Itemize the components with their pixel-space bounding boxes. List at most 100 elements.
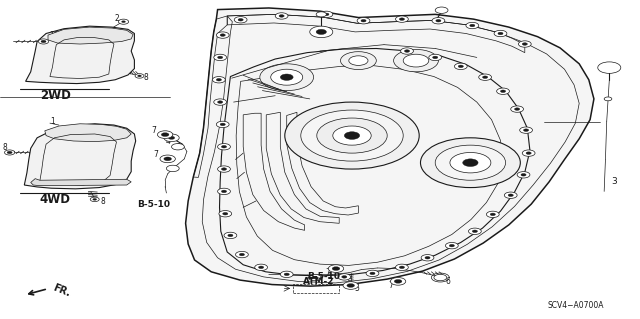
Circle shape xyxy=(90,197,99,202)
Text: 1: 1 xyxy=(50,117,55,126)
Circle shape xyxy=(220,123,225,126)
Circle shape xyxy=(466,22,479,29)
Circle shape xyxy=(166,165,179,172)
Text: 7: 7 xyxy=(325,268,330,277)
Circle shape xyxy=(255,264,268,271)
Circle shape xyxy=(301,110,403,161)
Circle shape xyxy=(218,101,223,103)
Circle shape xyxy=(450,152,491,173)
Circle shape xyxy=(164,134,179,142)
Circle shape xyxy=(160,155,175,163)
Circle shape xyxy=(280,74,293,80)
Circle shape xyxy=(344,132,360,139)
Circle shape xyxy=(343,282,358,289)
Text: 7: 7 xyxy=(388,281,393,290)
Polygon shape xyxy=(24,124,136,189)
Circle shape xyxy=(435,145,506,180)
Text: ATM-2: ATM-2 xyxy=(303,277,335,286)
Circle shape xyxy=(604,97,612,101)
Text: B-5-10: B-5-10 xyxy=(137,200,170,209)
Circle shape xyxy=(135,74,144,78)
Circle shape xyxy=(214,54,227,61)
Text: 8: 8 xyxy=(143,73,148,82)
Circle shape xyxy=(38,39,49,44)
Circle shape xyxy=(118,19,129,24)
Text: SCV4−A0700A: SCV4−A0700A xyxy=(548,301,604,310)
Circle shape xyxy=(517,172,530,178)
Circle shape xyxy=(347,284,355,287)
Circle shape xyxy=(434,274,447,281)
Circle shape xyxy=(486,211,499,218)
Polygon shape xyxy=(26,26,134,84)
Circle shape xyxy=(275,13,288,19)
Circle shape xyxy=(449,244,454,247)
Polygon shape xyxy=(186,8,594,286)
Circle shape xyxy=(515,108,520,110)
Circle shape xyxy=(468,228,481,234)
Circle shape xyxy=(401,48,413,54)
Circle shape xyxy=(399,266,404,269)
Circle shape xyxy=(216,32,229,38)
Circle shape xyxy=(279,15,284,17)
Text: 7: 7 xyxy=(151,126,156,135)
Circle shape xyxy=(520,127,532,133)
Circle shape xyxy=(221,168,227,170)
Circle shape xyxy=(164,157,172,161)
Bar xyxy=(293,284,339,293)
Circle shape xyxy=(157,131,173,138)
Circle shape xyxy=(338,274,351,280)
Circle shape xyxy=(458,65,463,68)
Circle shape xyxy=(138,75,141,77)
Circle shape xyxy=(218,166,230,172)
Circle shape xyxy=(366,270,379,277)
Circle shape xyxy=(312,276,317,279)
Circle shape xyxy=(168,136,175,139)
Circle shape xyxy=(223,212,228,215)
Circle shape xyxy=(390,278,406,285)
Circle shape xyxy=(396,16,408,22)
Circle shape xyxy=(316,12,326,17)
Circle shape xyxy=(310,26,333,38)
Circle shape xyxy=(238,19,243,21)
Circle shape xyxy=(521,174,526,176)
Text: B-5-10: B-5-10 xyxy=(307,272,340,281)
Circle shape xyxy=(41,40,46,43)
Text: 4WD: 4WD xyxy=(40,193,70,206)
Circle shape xyxy=(504,192,517,198)
Text: 10: 10 xyxy=(49,31,59,40)
Circle shape xyxy=(224,232,237,239)
Circle shape xyxy=(435,7,448,13)
Circle shape xyxy=(500,90,506,93)
Polygon shape xyxy=(31,179,131,186)
Text: 8: 8 xyxy=(100,197,105,206)
Circle shape xyxy=(526,152,531,154)
Circle shape xyxy=(425,256,430,259)
Circle shape xyxy=(436,19,441,22)
Circle shape xyxy=(317,118,387,153)
Circle shape xyxy=(403,54,429,67)
Circle shape xyxy=(172,144,184,150)
Circle shape xyxy=(320,11,333,18)
Circle shape xyxy=(308,274,321,281)
Circle shape xyxy=(494,30,507,37)
Circle shape xyxy=(394,279,402,283)
Circle shape xyxy=(219,211,232,217)
Circle shape xyxy=(445,242,458,249)
Circle shape xyxy=(161,133,169,137)
Circle shape xyxy=(340,52,376,70)
Circle shape xyxy=(472,230,477,233)
Circle shape xyxy=(394,49,438,72)
Circle shape xyxy=(361,19,366,22)
Circle shape xyxy=(218,188,230,195)
Circle shape xyxy=(259,266,264,269)
Text: 8: 8 xyxy=(2,143,7,152)
Text: 6: 6 xyxy=(445,277,451,286)
Circle shape xyxy=(433,56,438,59)
Circle shape xyxy=(454,63,467,70)
Text: FR.: FR. xyxy=(51,283,72,299)
Circle shape xyxy=(518,41,531,47)
Circle shape xyxy=(332,267,340,271)
Circle shape xyxy=(216,78,221,81)
Text: 2: 2 xyxy=(114,14,119,23)
Circle shape xyxy=(212,77,225,83)
